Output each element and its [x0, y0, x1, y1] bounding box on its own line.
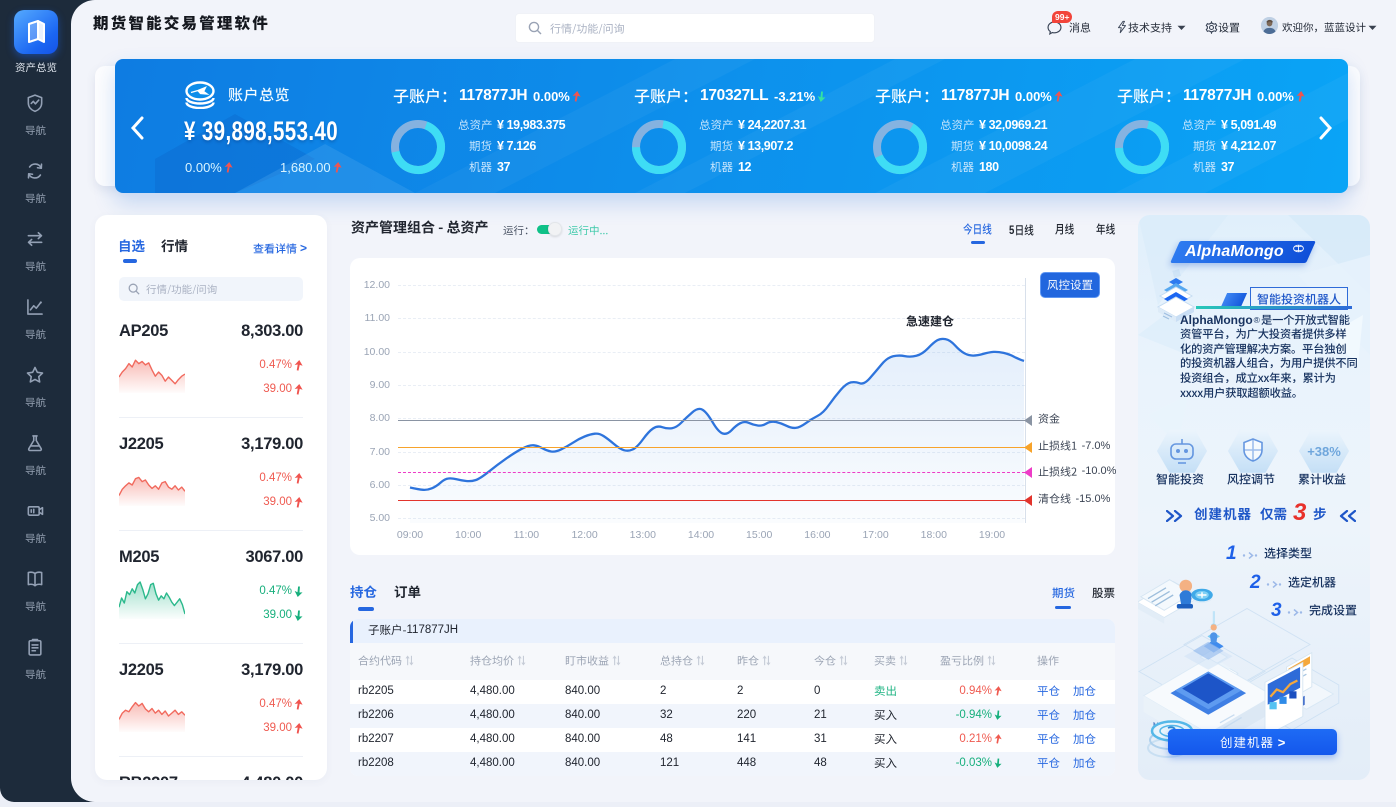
- svg-text:+38%: +38%: [1307, 444, 1341, 459]
